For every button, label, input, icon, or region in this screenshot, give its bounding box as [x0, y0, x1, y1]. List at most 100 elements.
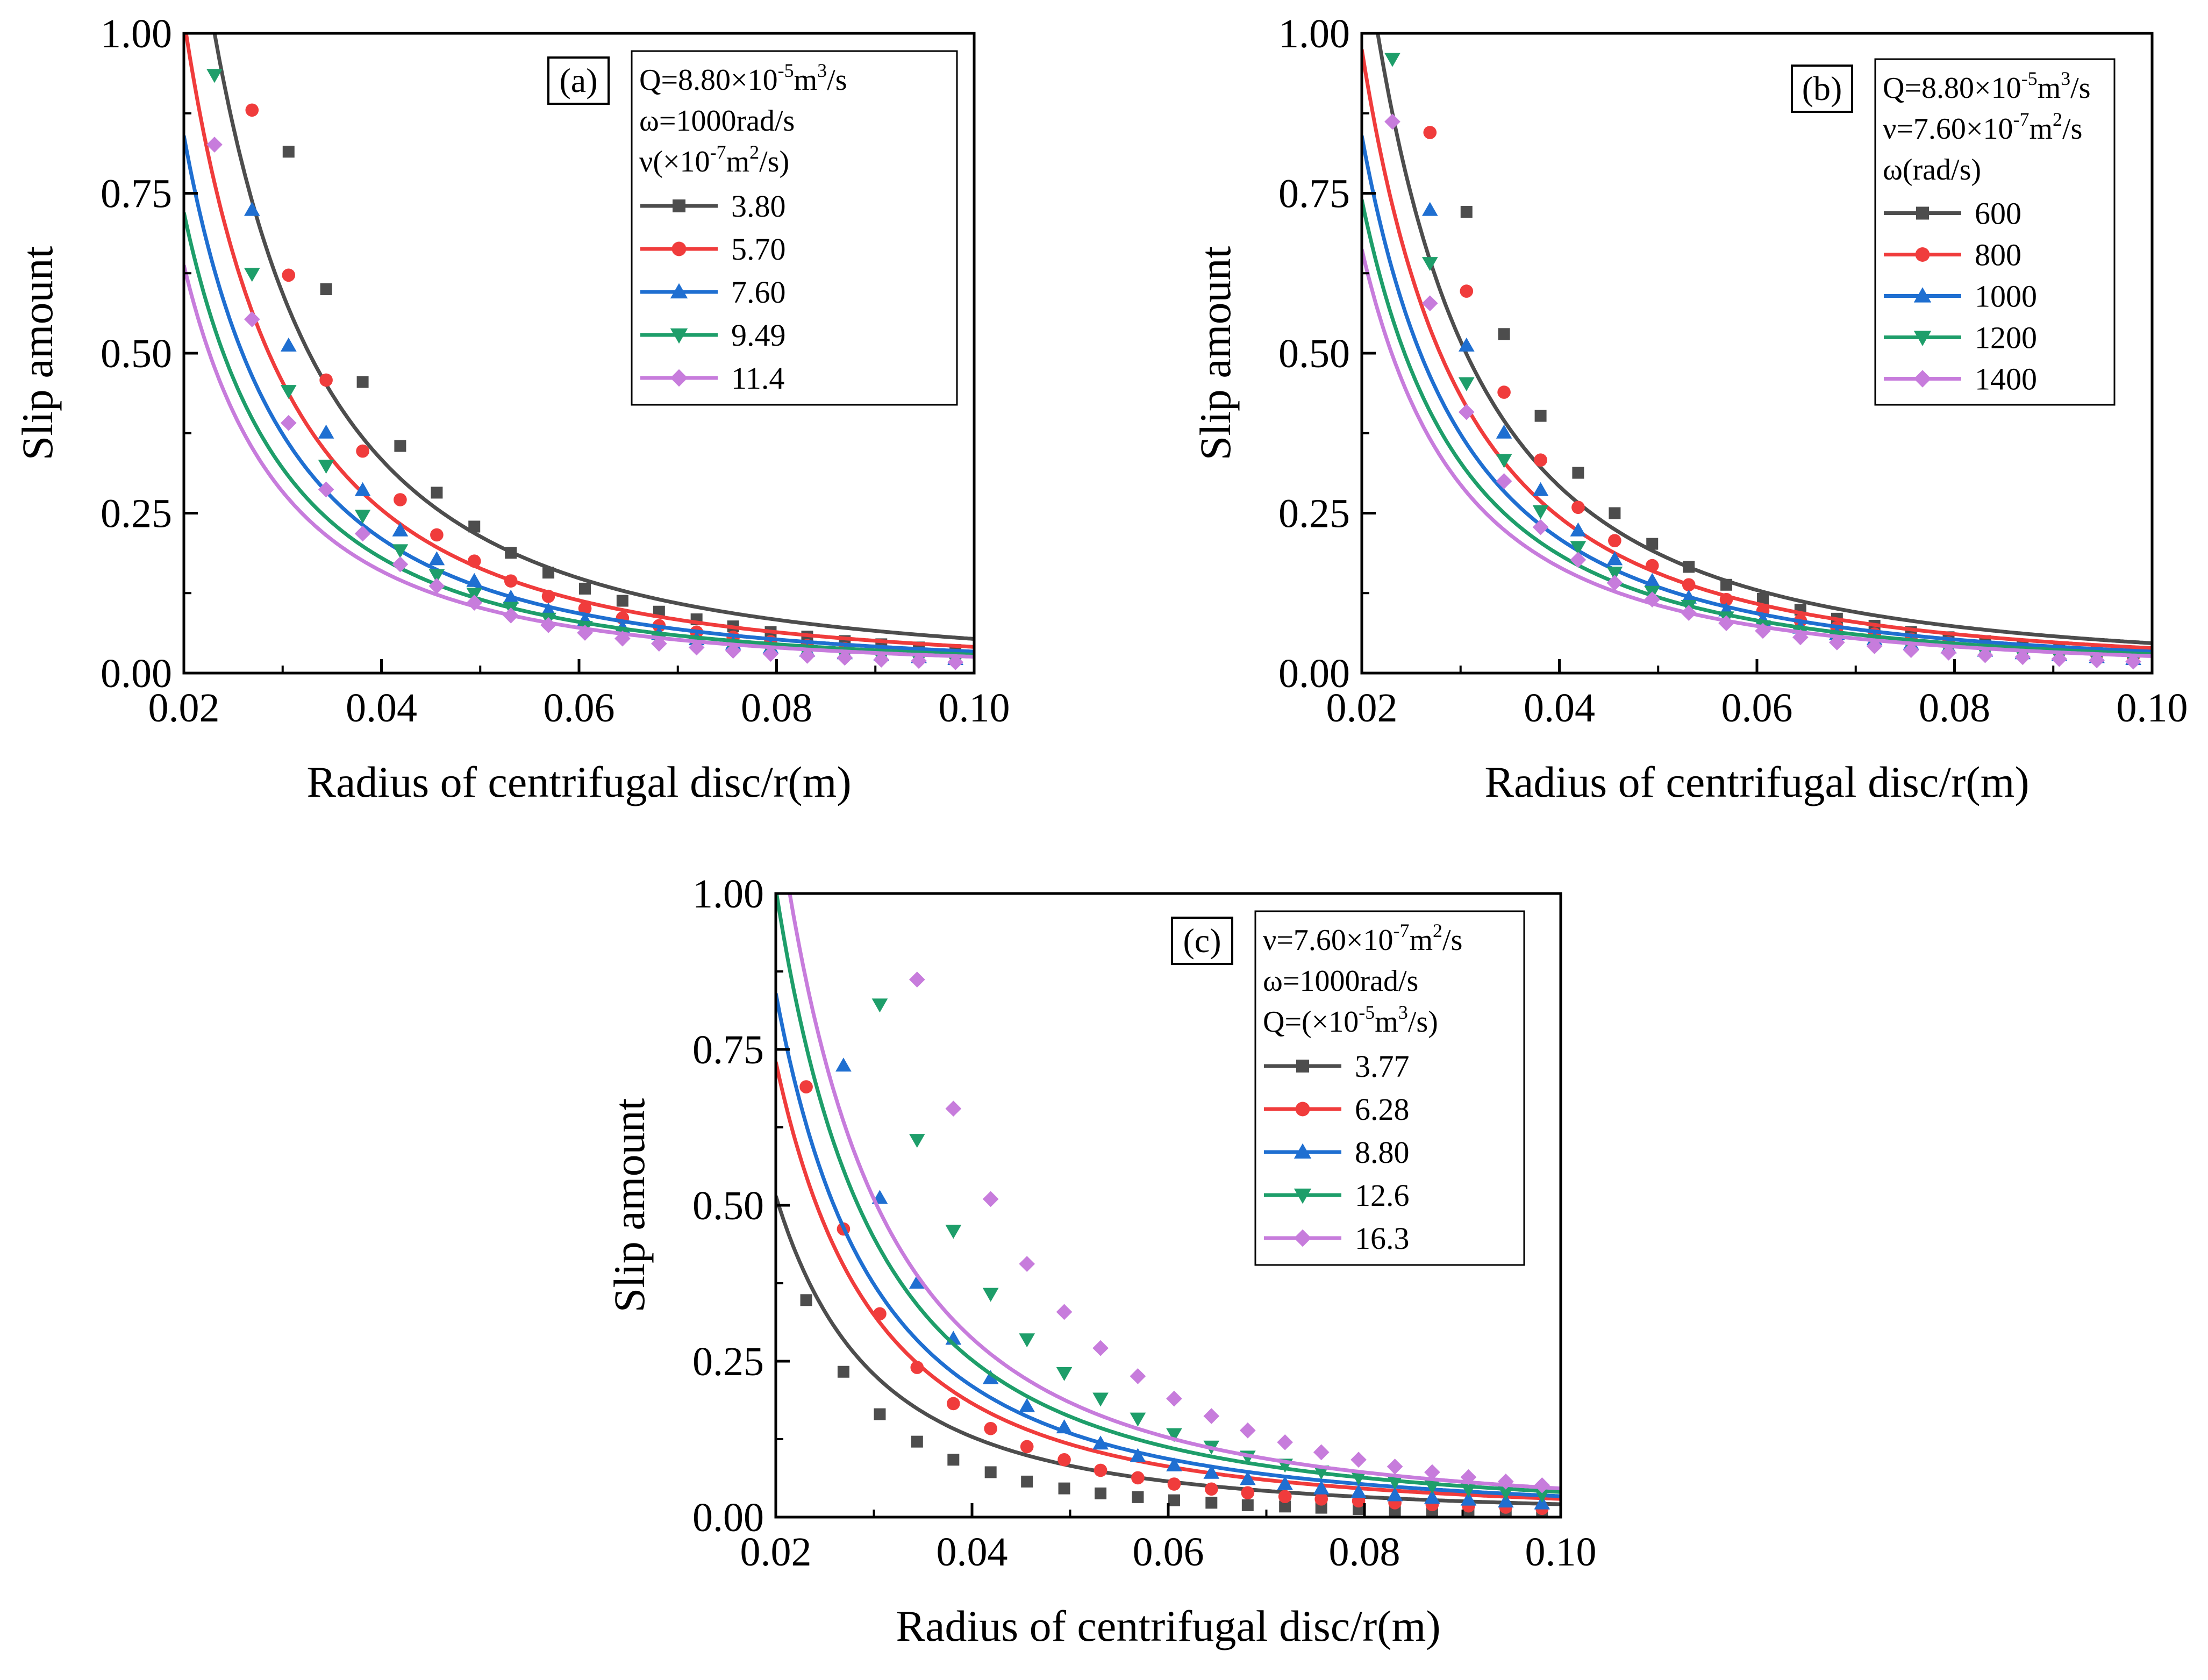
data-point-1400	[1792, 629, 1809, 646]
data-point-16.3	[909, 971, 925, 988]
data-point-9.49	[318, 460, 334, 474]
legend-header-line: Q=8.80×10-5m3/s	[639, 60, 847, 97]
y-axis-label: Slip amount	[13, 246, 62, 460]
legend-header-part: ν(×10	[639, 145, 710, 178]
data-point-12.6	[909, 1134, 925, 1148]
data-point-9.49	[280, 385, 297, 399]
legend-label: 1200	[1975, 320, 2037, 355]
series-line-600	[1376, 33, 2152, 645]
legend-label: 16.3	[1355, 1221, 1410, 1256]
data-point-11.4	[392, 556, 409, 573]
legend-label: 600	[1975, 196, 2021, 231]
data-point-3.77	[1058, 1482, 1070, 1495]
data-point-9.49	[354, 510, 371, 524]
data-point-1400	[2014, 649, 2031, 666]
data-point-16.3	[1056, 1304, 1073, 1320]
data-point-6.28	[1057, 1453, 1071, 1467]
data-point-5.70	[319, 373, 333, 387]
x-tick-label: 0.04	[937, 1529, 1008, 1575]
data-point-600	[1572, 467, 1584, 479]
data-point-1400	[1570, 552, 1587, 568]
legend-label: 9.49	[731, 318, 786, 353]
data-point-1200	[1606, 567, 1623, 581]
data-point-600	[1498, 328, 1510, 340]
data-point-16.3	[1130, 1368, 1146, 1384]
x-tick-label: 0.06	[544, 685, 615, 731]
legend-header-line: ν(×10-7m2/s)	[639, 141, 789, 178]
data-point-11.4	[466, 595, 483, 611]
data-point-16.3	[1019, 1256, 1035, 1272]
data-point-7.60	[392, 522, 409, 537]
data-point-3.77	[1021, 1475, 1033, 1488]
data-point-1400	[1644, 591, 1661, 607]
legend-header-part: m	[2029, 112, 2053, 146]
panel-c: 0.02 0.04 0.06 0.08 0.10 0.00 0.25 0.50 0.75 1.00…	[605, 871, 1597, 1650]
data-point-1400	[2089, 652, 2105, 669]
data-point-7.60	[503, 589, 519, 604]
legend-label: 7.60	[731, 275, 786, 310]
data-point-6.28	[1094, 1463, 1107, 1477]
y-tick-label: 0.25	[692, 1339, 764, 1384]
legend-marker-3.77	[1296, 1060, 1309, 1073]
y-tick-label: 0.00	[1278, 651, 1350, 696]
data-point-5.70	[578, 602, 592, 616]
data-point-1400	[1828, 634, 1845, 650]
legend-marker-3.80	[673, 199, 685, 212]
data-point-8.80	[1019, 1398, 1035, 1412]
series-line-6.28	[776, 1061, 1561, 1501]
data-point-1400	[1496, 473, 1512, 489]
data-point-11.4	[503, 607, 519, 624]
legend-header-line: ν=7.60×10-7m2/s	[1883, 109, 2082, 146]
legend-header-part: /s)	[759, 145, 789, 178]
panel-b: 0.02 0.04 0.06 0.08 0.10 0.00 0.25 0.50 0.75 1.00…	[1191, 11, 2188, 806]
data-point-3.80	[431, 487, 443, 499]
data-point-11.4	[540, 617, 556, 633]
data-point-12.6	[871, 998, 888, 1013]
data-point-8.80	[1203, 1464, 1220, 1479]
legend-header-part: /s	[827, 63, 847, 97]
legend-marker-16.3	[1294, 1229, 1312, 1247]
data-point-9.49	[428, 569, 445, 583]
y-tick-label: 0.00	[692, 1495, 764, 1540]
data-point-16.3	[1239, 1422, 1256, 1439]
data-point-600	[1460, 206, 1473, 218]
data-point-16.3	[1534, 1477, 1550, 1493]
data-point-9.49	[392, 544, 409, 559]
y-tick-label: 0.75	[1278, 171, 1350, 217]
data-point-3.77	[1241, 1499, 1254, 1511]
data-point-1000	[1532, 482, 1549, 496]
data-point-3.77	[947, 1454, 960, 1466]
data-point-6.28	[873, 1307, 887, 1321]
data-point-1000	[1644, 573, 1661, 587]
legend: ν=7.60×10-7m2/sω=1000rad/sQ=(×10-5m3/s)3…	[1254, 910, 1525, 1266]
data-point-8.80	[1350, 1484, 1367, 1498]
data-point-11.4	[354, 525, 371, 542]
y-tick-label: 0.50	[1278, 331, 1350, 376]
data-point-6.28	[1131, 1471, 1145, 1485]
data-point-3.77	[837, 1366, 849, 1378]
data-point-3.77	[984, 1466, 997, 1478]
data-point-800	[1608, 534, 1621, 547]
data-point-5.70	[356, 444, 369, 458]
data-point-8.80	[1130, 1448, 1146, 1462]
data-point-1400	[1606, 575, 1623, 591]
data-point-8.80	[1056, 1419, 1073, 1434]
data-point-1200	[1421, 257, 1438, 271]
x-tick-label: 0.08	[1329, 1529, 1400, 1575]
data-point-3.77	[874, 1408, 886, 1420]
data-point-12.6	[1166, 1428, 1182, 1442]
data-point-5.70	[467, 554, 481, 568]
data-point-11.4	[725, 642, 741, 659]
legend-box	[1254, 910, 1525, 1266]
data-point-1400	[1458, 404, 1475, 420]
legend-header-part: m	[726, 145, 750, 178]
legend-header-line: ω(rad/s)	[1883, 153, 1981, 187]
y-tick-label: 0.50	[101, 331, 172, 376]
data-point-11.4	[651, 635, 667, 652]
data-point-8.80	[1497, 1493, 1514, 1508]
data-point-6.28	[799, 1080, 813, 1093]
data-point-16.3	[1387, 1459, 1403, 1475]
data-point-6.28	[1278, 1490, 1292, 1504]
data-point-3.80	[282, 146, 295, 158]
legend-label: 11.4	[731, 361, 784, 396]
